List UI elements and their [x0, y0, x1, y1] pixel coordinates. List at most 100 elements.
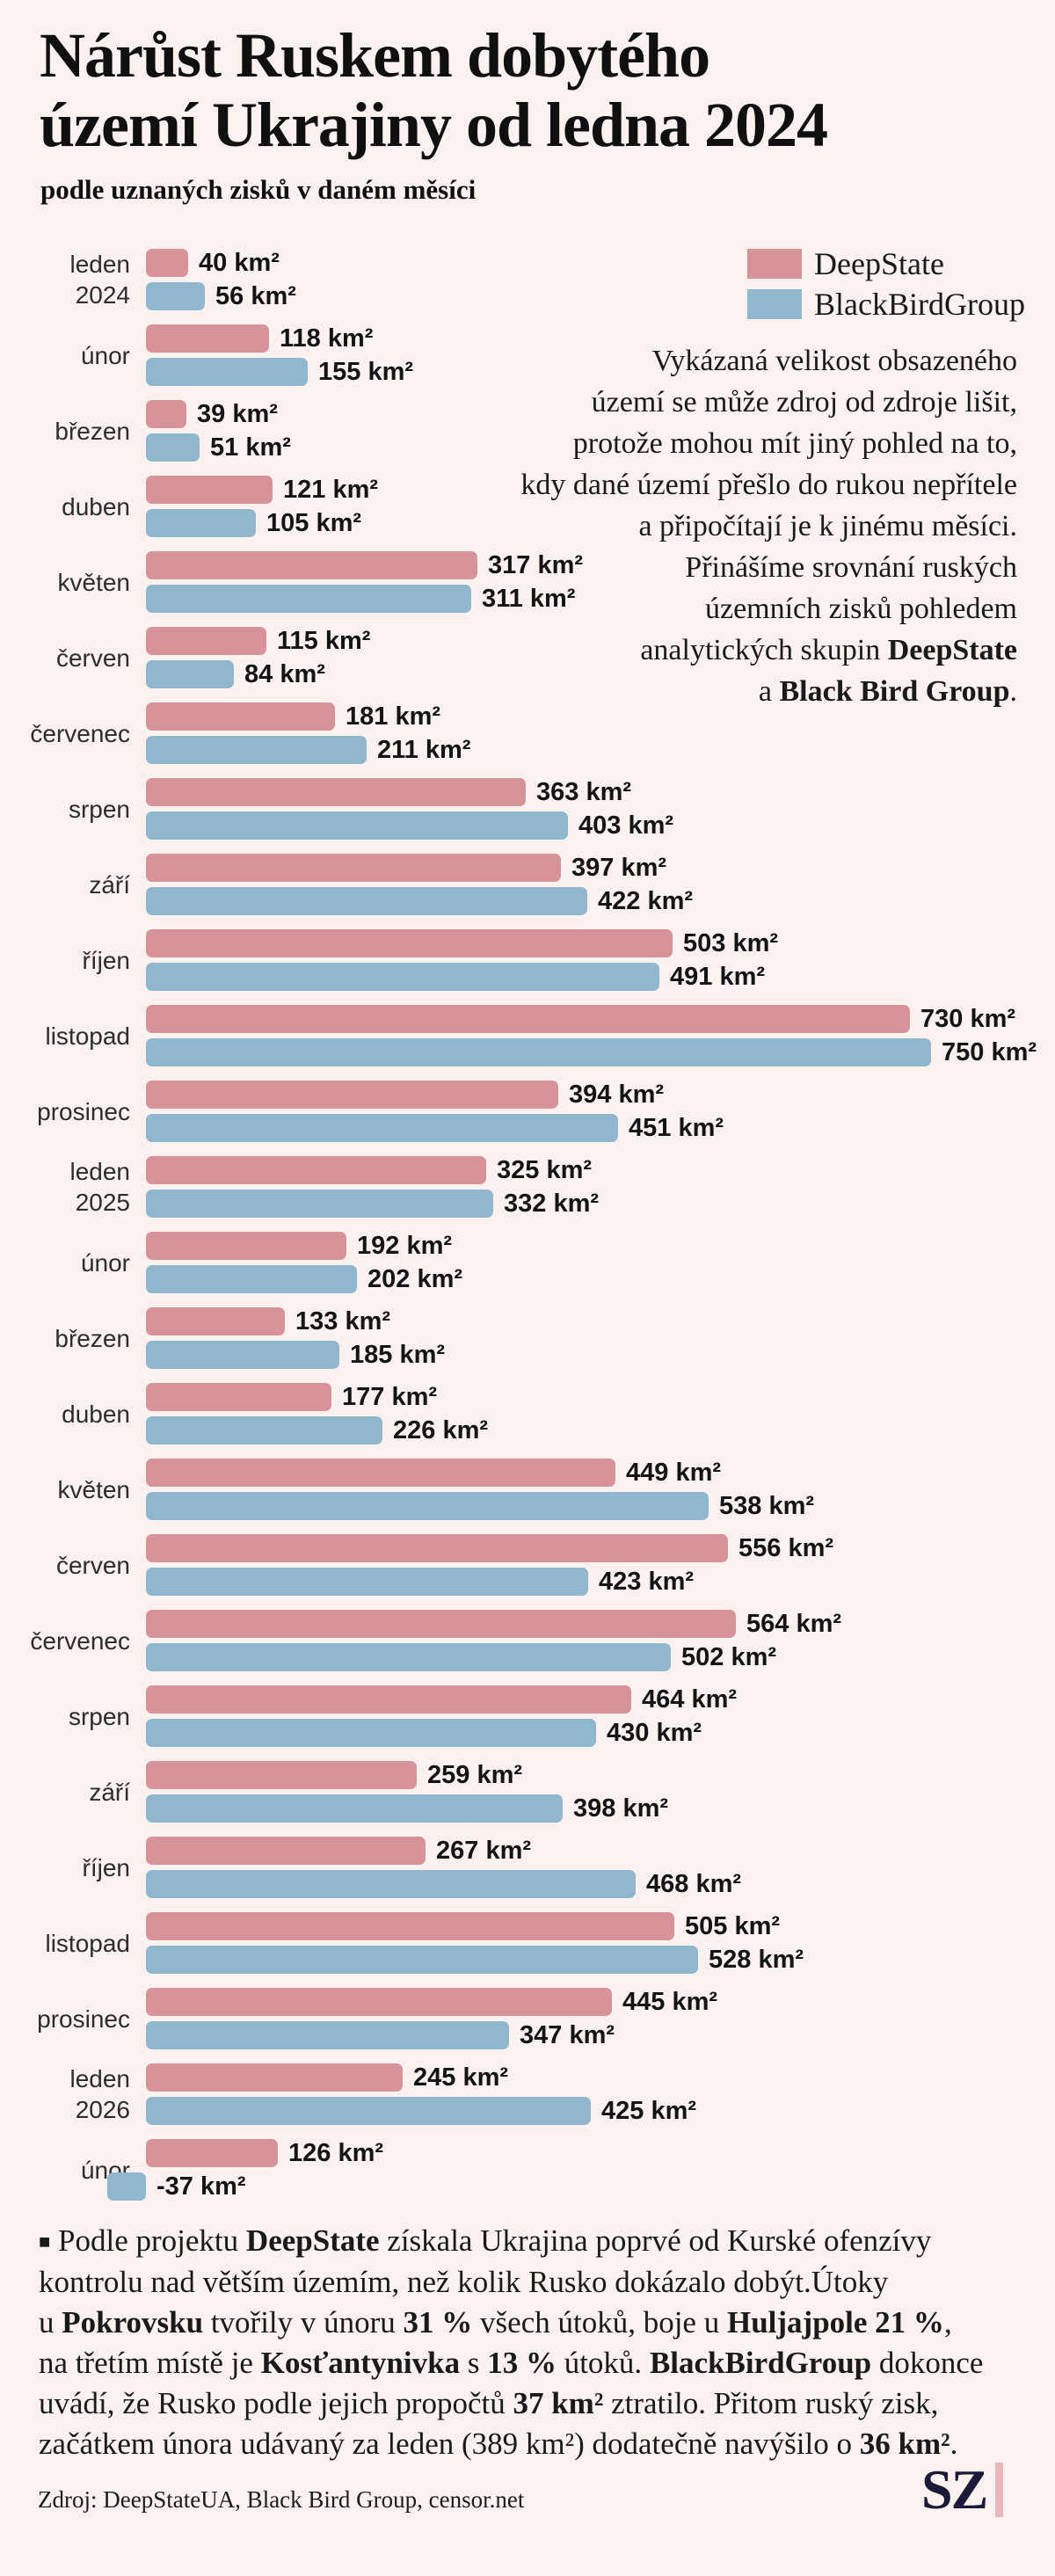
deepstate-bar [146, 476, 273, 504]
bold-text: Kosťantynivka [260, 2346, 461, 2380]
blackbird-bar [146, 736, 367, 764]
bold-text: 13 % [487, 2346, 557, 2380]
bold-text: 36 km² [859, 2427, 950, 2461]
text: útoků. [556, 2346, 650, 2380]
text: začátkem února udávaný za leden (389 km²… [39, 2427, 860, 2461]
month-label: leden 2024 [0, 249, 130, 310]
blackbird-bar [146, 1416, 382, 1444]
page-subtitle: podle uznaných zisků v daném měsíci [40, 174, 477, 205]
deepstate-bar [146, 1005, 910, 1033]
blackbird-value-label: 423 km² [599, 1568, 695, 1596]
chart-row: červenec 564 km² 502 km² [0, 1610, 1055, 1671]
month-label: březen [0, 1307, 130, 1369]
bold-text: BlackBirdGroup [649, 2346, 872, 2380]
text: dokonce [871, 2346, 984, 2380]
month-label-line: červenec [30, 719, 130, 747]
month-label-line: 2024 [75, 281, 130, 309]
text: kdy dané území přešlo do rukou nepřítele [520, 469, 1017, 501]
chart-row: leden 2025 325 km² 332 km² [0, 1156, 1055, 1218]
text: a připočítají je k jinému měsíci. [638, 510, 1017, 542]
page-title: Nárůst Ruskem dobytého území Ukrajiny od… [40, 20, 828, 160]
deepstate-value-label: 39 km² [197, 400, 278, 428]
blackbird-bar [146, 433, 200, 462]
deepstate-bar [146, 2139, 278, 2167]
text: , [943, 2305, 952, 2340]
chart-row: září 259 km² 398 km² [0, 1761, 1055, 1823]
month-label: prosinec [0, 1988, 130, 2049]
month-label: leden 2025 [0, 1156, 130, 1218]
month-label: srpen [0, 1685, 130, 1747]
deepstate-bar [146, 702, 335, 731]
deepstate-bar [146, 1837, 426, 1865]
sz-logo-text: SZ [921, 2458, 988, 2521]
deepstate-bar [146, 1988, 612, 2016]
deepstate-bar [146, 1912, 674, 1940]
blackbird-bar [146, 887, 587, 915]
text: získala Ukrajina poprvé od Kurské ofenzí… [379, 2223, 932, 2258]
month-label-line: listopad [45, 1929, 130, 1957]
blackbird-value-label: 202 km² [367, 1265, 463, 1293]
bold-text: 31 % [403, 2305, 473, 2340]
bold-text: Huljajpole 21 % [726, 2305, 944, 2340]
blackbird-bar [146, 509, 256, 537]
deepstate-value-label: 115 km² [277, 627, 371, 655]
deepstate-value-label: 133 km² [295, 1307, 391, 1335]
blackbird-value-label: 211 km² [377, 736, 471, 764]
month-label: září [0, 854, 130, 915]
month-label: červen [0, 627, 130, 688]
blackbird-bar [146, 1643, 671, 1671]
blackbird-value-label: 398 km² [573, 1794, 669, 1823]
blackbird-value-label: 422 km² [598, 887, 694, 915]
month-label-line: duben [62, 492, 130, 520]
text: tvořily v únoru [203, 2305, 404, 2340]
month-label: listopad [0, 1912, 130, 1974]
deepstate-value-label: 464 km² [642, 1685, 738, 1714]
bold-text: Black Bird Group [779, 675, 1010, 708]
deepstate-bar [146, 1383, 331, 1411]
intro-paragraph: Vykázaná velikost obsazeného území se můž… [520, 340, 1017, 712]
blackbird-value-label: 528 km² [709, 1946, 804, 1974]
month-label-line: srpen [68, 795, 130, 823]
deepstate-value-label: 181 km² [346, 702, 441, 731]
month-label: leden 2026 [0, 2063, 130, 2125]
legend-item-deepstate: DeepState [747, 248, 1025, 280]
deepstate-value-label: 564 km² [746, 1610, 842, 1638]
sz-logo: SZ [921, 2458, 1004, 2521]
chart-row: březen 133 km² 185 km² [0, 1307, 1055, 1369]
blackbird-bar [146, 585, 471, 613]
deepstate-bar [146, 1685, 631, 1714]
month-label: říjen [0, 929, 130, 991]
deepstate-value-label: 192 km² [357, 1232, 453, 1260]
blackbird-value-label: 56 km² [215, 282, 296, 310]
chart-row: srpen 363 km² 403 km² [0, 778, 1055, 840]
month-label: září [0, 1761, 130, 1823]
blackbird-bar [146, 660, 234, 688]
deepstate-bar [146, 1459, 615, 1487]
deepstate-bar [146, 778, 526, 806]
text: územních zisků pohledem [704, 593, 1017, 625]
month-label-line: leden [69, 251, 130, 278]
blackbird-value-label: 347 km² [520, 2021, 615, 2049]
blackbird-value-label: 185 km² [350, 1341, 446, 1369]
blackbird-value-label: 84 km² [244, 660, 325, 688]
text: protože mohou mít jiný pohled na to, [572, 427, 1017, 460]
chart-row: únor 192 km² 202 km² [0, 1232, 1055, 1293]
deepstate-value-label: 730 km² [920, 1005, 1016, 1033]
chart-row: září 397 km² 422 km² [0, 854, 1055, 915]
blackbird-bar [146, 1265, 357, 1293]
month-label: srpen [0, 778, 130, 840]
chart-row: listopad 505 km² 528 km² [0, 1912, 1055, 1974]
chart-row: červen 556 km² 423 km² [0, 1534, 1055, 1596]
blackbird-bar [146, 811, 568, 840]
sz-logo-bar [995, 2463, 1004, 2517]
deepstate-bar [146, 1156, 486, 1184]
chart-row: listopad 730 km² 750 km² [0, 1005, 1055, 1066]
deepstate-bar [146, 1761, 417, 1789]
deepstate-bar [146, 627, 266, 655]
chart-row: duben 177 km² 226 km² [0, 1383, 1055, 1444]
blackbird-bar [146, 358, 308, 386]
deepstate-value-label: 121 km² [283, 476, 379, 504]
month-label: duben [0, 476, 130, 537]
blackbird-bar [146, 1568, 588, 1596]
bold-text: DeepState [245, 2223, 380, 2258]
